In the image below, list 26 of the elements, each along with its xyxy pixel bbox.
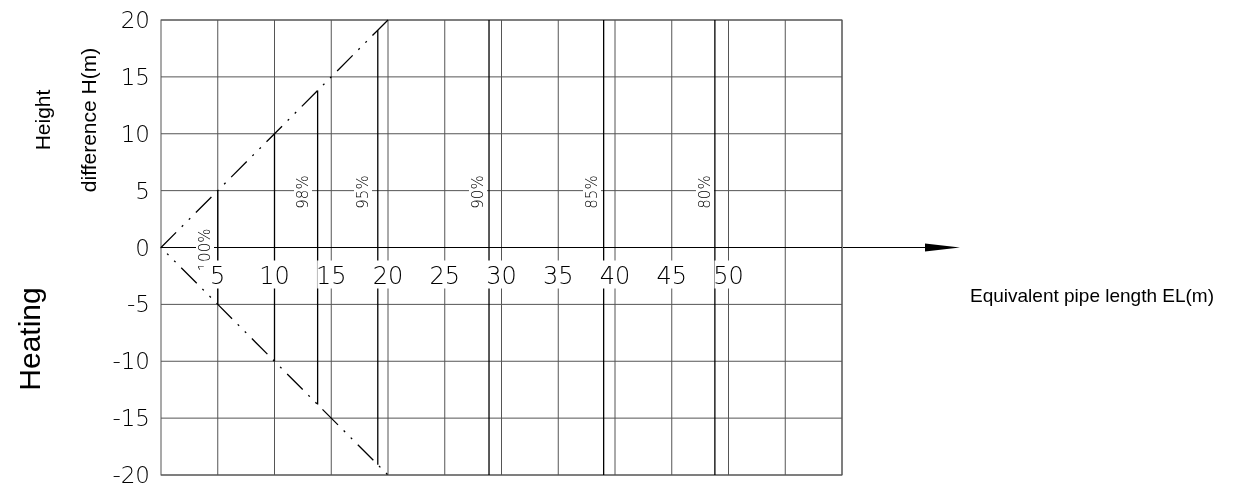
y-tick-label: 15 <box>120 63 150 90</box>
y-tick-label: 10 <box>120 120 150 147</box>
annotation: 98% <box>294 175 313 209</box>
y-tick-label: 5 <box>135 177 150 204</box>
annotation: 85% <box>583 175 602 209</box>
y-tick-label: -15 <box>112 405 150 432</box>
x-tick-label: 35 <box>542 261 574 290</box>
y-tick-label: -20 <box>112 462 150 489</box>
y-tick-label: 0 <box>135 234 150 261</box>
y-axis-title: Height difference H(m) <box>31 47 100 193</box>
x-tick-label: 40 <box>599 261 631 290</box>
annotation: 95% <box>354 175 373 209</box>
y-tick-label: -5 <box>127 291 150 318</box>
x-tick-label: 30 <box>486 261 517 290</box>
text: Heating <box>13 287 46 391</box>
text: Equivalent pipe length EL(m) <box>970 285 1214 306</box>
x-tick-label: 25 <box>429 261 461 290</box>
y-tick-label: -10 <box>112 348 150 375</box>
y-tick-label: 20 <box>120 7 150 34</box>
x-tick-label: 20 <box>372 261 404 290</box>
x-tick-label: 50 <box>713 261 744 290</box>
annotation: 90% <box>469 175 488 209</box>
annotation: 80% <box>696 175 715 209</box>
x-tick-label: 10 <box>259 261 290 290</box>
x-tick-label: 15 <box>315 261 347 290</box>
x-tick-label: 45 <box>656 261 688 290</box>
